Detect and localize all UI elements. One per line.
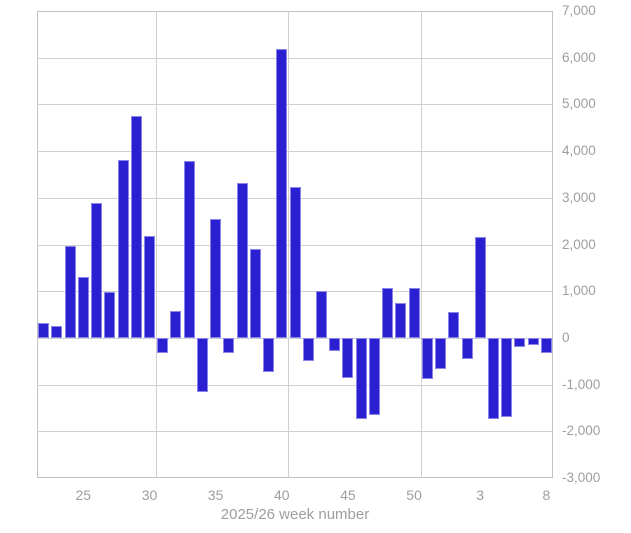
bar-week-36[interactable] xyxy=(223,337,235,353)
bar-week-44[interactable] xyxy=(329,337,341,352)
y-tick-label: 1,000 xyxy=(562,283,596,299)
bar-week-31[interactable] xyxy=(157,337,169,353)
bar-week-45[interactable] xyxy=(342,337,354,379)
bar-week-7[interactable] xyxy=(527,337,539,345)
bar-week-5[interactable] xyxy=(501,337,513,417)
bar-week-23[interactable] xyxy=(51,325,63,338)
x-tick-label: 40 xyxy=(274,487,290,503)
y-tick-label: 0 xyxy=(562,329,570,345)
horizontal-gridline xyxy=(37,431,553,433)
bar-week-47[interactable] xyxy=(368,337,380,416)
x-tick-label: 8 xyxy=(542,487,551,503)
bar-week-27[interactable] xyxy=(104,292,116,338)
bar-week-38[interactable] xyxy=(249,248,261,338)
bar-week-46[interactable] xyxy=(355,337,367,420)
bar-week-30[interactable] xyxy=(144,235,155,338)
bar-week-33[interactable] xyxy=(183,160,195,338)
y-tick-label: 2,000 xyxy=(562,236,596,252)
bar-week-40[interactable] xyxy=(276,48,288,338)
y-tick-label: -2,000 xyxy=(562,423,601,439)
bar-week-29[interactable] xyxy=(130,115,142,338)
bar-week-26[interactable] xyxy=(91,203,102,338)
horizontal-gridline xyxy=(37,151,553,153)
y-tick-label: -3,000 xyxy=(562,470,601,485)
bar-week-41[interactable] xyxy=(289,186,301,338)
horizontal-gridline xyxy=(37,384,553,386)
bar-week-32[interactable] xyxy=(170,310,182,338)
x-tick-label: 45 xyxy=(340,487,356,503)
x-tick-label: 3 xyxy=(476,487,485,503)
x-tick-label: 30 xyxy=(141,487,158,503)
y-tick-label: 3,000 xyxy=(562,189,596,205)
bar-week-34[interactable] xyxy=(196,337,208,393)
bar-week-49[interactable] xyxy=(395,302,407,338)
bar-week-8[interactable] xyxy=(540,337,552,353)
bar-week-52[interactable] xyxy=(435,337,446,369)
bar-week-39[interactable] xyxy=(263,337,274,373)
horizontal-gridline xyxy=(37,57,553,59)
x-tick-label: 25 xyxy=(75,487,92,503)
bar-week-37[interactable] xyxy=(236,182,248,338)
bar-week-35[interactable] xyxy=(210,219,222,338)
bar-week-24[interactable] xyxy=(64,245,76,338)
bar-week-3[interactable] xyxy=(474,237,486,338)
y-tick-label: 7,000 xyxy=(562,3,596,18)
bar-week-42[interactable] xyxy=(302,337,314,362)
bar-week-51[interactable] xyxy=(421,337,433,379)
y-tick-label: 6,000 xyxy=(562,49,596,65)
bar-week-22[interactable] xyxy=(38,323,50,338)
x-tick-label: 35 xyxy=(207,487,224,503)
bar-week-28[interactable] xyxy=(117,160,129,338)
bar-week-48[interactable] xyxy=(382,287,394,338)
bar-week-25[interactable] xyxy=(77,276,89,338)
bar-week-2[interactable] xyxy=(461,337,473,360)
bar-week-4[interactable] xyxy=(488,337,499,420)
x-tick-label: 50 xyxy=(406,487,422,503)
x-axis-title: 2025/26 week number xyxy=(220,506,370,523)
y-tick-label: 4,000 xyxy=(562,143,596,159)
plot-area xyxy=(37,11,553,478)
bar-week-43[interactable] xyxy=(316,291,327,338)
horizontal-gridline xyxy=(37,337,553,339)
bar-week-6[interactable] xyxy=(514,337,526,348)
y-tick-label: -1,000 xyxy=(562,376,601,392)
y-tick-label: 5,000 xyxy=(562,96,596,112)
horizontal-gridline xyxy=(37,104,553,106)
bar-week-1[interactable] xyxy=(448,311,460,338)
bar-week-50[interactable] xyxy=(408,288,420,338)
